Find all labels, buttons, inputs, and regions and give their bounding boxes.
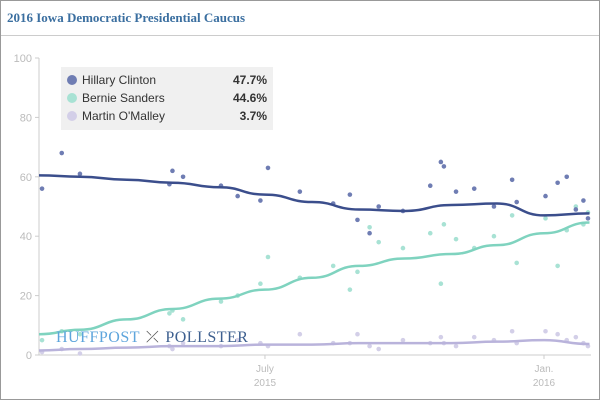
poll-point [438,334,444,340]
poll-point [555,331,560,337]
poll-point [235,337,240,343]
legend-dot [67,93,77,103]
poll-point [347,192,353,197]
poll-point [180,317,186,322]
trend-line [38,338,590,352]
poll-point [376,239,381,245]
legend-value: 3.7% [239,109,267,123]
legend-label: Bernie Sanders [82,91,165,105]
poll-point [265,165,271,171]
poll-point [180,174,186,180]
poll-point [543,216,548,221]
poll-point [573,207,579,212]
logo-right: POLLSTER [165,329,249,346]
legend-dot [67,111,77,121]
poll-point [376,204,381,209]
x-tick-label: 2015 [254,378,277,389]
poll-point [367,224,372,230]
poll-point [453,343,459,349]
poll-point [367,230,372,236]
huffpost-pollster-logo: HUFFPOST ⤫ POLLSTER [56,329,248,347]
legend: Hillary Clinton 47.7% Bernie Sanders 44.… [61,67,273,130]
y-tick-label: 60 [20,172,32,184]
poll-point [543,193,548,199]
poll-point [491,204,497,209]
chart-title: 2016 Iowa Democratic Presidential Caucus [7,10,246,25]
legend-item-clinton[interactable]: Hillary Clinton 47.7% [67,72,267,90]
legend-label: Hillary Clinton [82,73,157,87]
poll-point [355,217,360,223]
poll-point [235,193,240,199]
y-tick-label: 20 [20,291,32,303]
poll-point [297,331,303,337]
poll-point [471,334,477,340]
poll-point [330,263,336,269]
divider [1,35,599,36]
poll-point [218,299,224,304]
poll-point [367,343,372,349]
poll-point [438,159,444,165]
legend-item-sanders[interactable]: Bernie Sanders 44.6% [67,90,267,108]
poll-point [514,260,519,266]
legend-item-omalley[interactable]: Martin O'Malley 3.7% [67,108,267,126]
x-tick-label: July [256,364,274,375]
poll-point [376,346,381,352]
legend-value: 44.6% [232,91,267,105]
poll-point [400,245,406,251]
poll-point [427,230,433,236]
poll-point [491,233,497,239]
poll-point [509,177,515,183]
y-tick-label: 100 [14,53,32,65]
poll-point [77,351,83,356]
poll-point [453,236,459,242]
poll-point [170,346,175,352]
poll-point [297,189,303,194]
poll-point [180,340,186,346]
poll-point [265,254,271,260]
poll-point [427,183,433,189]
poll-point [555,180,560,186]
poll-point [573,334,579,340]
poll-point [471,186,477,191]
poll-point [441,222,447,227]
poll-point [453,189,459,194]
y-tick-label: 0 [26,350,32,362]
logo-mark-icon: ⤫ [146,329,160,346]
trend-line [38,174,590,217]
poll-point [509,328,515,334]
poll-point [347,287,353,292]
poll-point [355,331,360,337]
poll-point [581,198,586,203]
poll-point [514,199,519,205]
poll-point [170,168,175,174]
x-tick-label: Jan. [535,364,554,375]
poll-point [39,186,45,191]
poll-point [167,311,172,316]
x-tick-label: 2016 [533,378,556,389]
legend-dot [67,75,77,85]
poll-point [509,213,515,218]
trend-line [38,221,590,336]
poll-point [400,337,406,343]
poll-point [441,164,447,169]
y-tick-label: 40 [20,231,32,243]
poll-point [77,331,83,337]
poll-point [564,174,570,180]
poll-point [39,337,45,343]
poll-point [355,269,360,275]
legend-label: Martin O'Malley [82,109,165,123]
legend-value: 47.7% [232,73,267,87]
poll-point [543,328,548,334]
poll-point [258,281,263,287]
poll-point [555,263,560,269]
poll-point [59,150,65,156]
poll-point [258,198,263,203]
poll-point [77,171,83,177]
poll-point [438,281,444,287]
y-tick-label: 80 [20,112,32,124]
logo-left: HUFFPOST [56,329,141,346]
poll-point [585,216,591,221]
